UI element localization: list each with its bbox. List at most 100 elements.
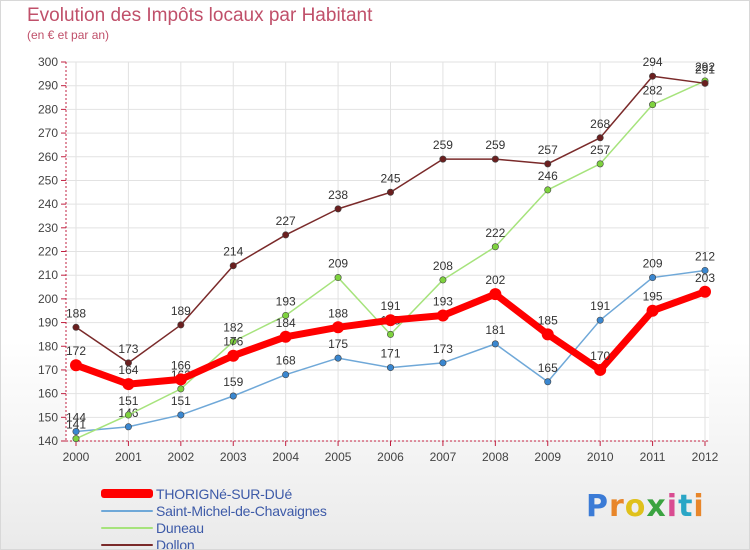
legend-item: Duneau (101, 519, 327, 536)
data-label: 188 (66, 306, 86, 320)
data-label: 165 (538, 361, 558, 375)
legend-swatch (101, 543, 153, 546)
data-label: 246 (538, 169, 558, 183)
y-tick-label: 190 (38, 316, 58, 330)
data-label: 282 (643, 84, 663, 98)
data-point (491, 340, 499, 348)
data-point (122, 378, 135, 391)
data-point (491, 243, 499, 251)
data-point (282, 231, 290, 239)
y-tick-label: 140 (38, 434, 58, 448)
y-tick-label: 240 (38, 197, 58, 211)
data-label: 227 (276, 214, 296, 228)
data-point (72, 435, 80, 443)
data-label: 182 (223, 321, 243, 335)
data-point (282, 371, 290, 379)
y-tick-label: 210 (38, 268, 58, 282)
data-label: 168 (276, 354, 296, 368)
data-point (282, 311, 290, 319)
data-point (124, 359, 132, 367)
data-label: 193 (276, 294, 296, 308)
data-point (541, 328, 554, 341)
data-point (596, 160, 604, 168)
data-label: 238 (328, 188, 348, 202)
data-point (229, 262, 237, 270)
data-point (649, 274, 657, 282)
legend-item: Saint-Michel-de-Chavaignes (101, 502, 327, 519)
data-label: 209 (328, 257, 348, 271)
data-label: 151 (171, 394, 191, 408)
data-label: 203 (695, 271, 715, 285)
data-point (649, 101, 657, 109)
data-label: 181 (485, 323, 505, 337)
y-tick-label: 230 (38, 221, 58, 235)
x-tick-label: 2000 (63, 450, 90, 464)
legend-label: Dollon (156, 536, 195, 550)
data-label: 209 (643, 257, 663, 271)
data-point (386, 330, 394, 338)
data-label: 170 (590, 349, 610, 363)
y-tick-label: 200 (38, 292, 58, 306)
y-tick-label: 300 (38, 55, 58, 69)
data-label: 268 (590, 117, 610, 131)
data-point (436, 309, 449, 322)
x-tick-label: 2008 (482, 450, 509, 464)
data-point (177, 411, 185, 419)
y-tick-label: 180 (38, 339, 58, 353)
x-tick-label: 2010 (587, 450, 614, 464)
data-label: 173 (433, 342, 453, 356)
data-label: 191 (590, 299, 610, 313)
data-point (174, 373, 187, 386)
legend-item: Dollon (101, 536, 327, 550)
x-tick-label: 2011 (640, 450, 666, 464)
data-point (439, 359, 447, 367)
data-label: 257 (538, 143, 558, 157)
data-label: 184 (276, 316, 296, 330)
x-tick-label: 2003 (220, 450, 247, 464)
data-point (544, 186, 552, 194)
data-point (701, 79, 709, 87)
x-tick-label: 2005 (325, 450, 352, 464)
y-tick-label: 270 (38, 126, 58, 140)
x-tick-label: 2004 (272, 450, 299, 464)
data-label: 259 (433, 138, 453, 152)
data-label: 222 (485, 226, 505, 240)
data-point (594, 363, 607, 376)
data-point (70, 359, 82, 372)
data-label: 185 (538, 313, 558, 327)
data-point (386, 364, 394, 372)
data-label: 151 (118, 394, 138, 408)
y-tick-label: 160 (38, 387, 58, 401)
data-point (229, 338, 237, 346)
data-label: 259 (485, 138, 505, 152)
data-label: 188 (328, 306, 348, 320)
data-point (491, 155, 499, 163)
data-point (227, 349, 240, 362)
data-point (649, 72, 657, 80)
data-point (386, 188, 394, 196)
data-point (334, 354, 342, 362)
data-point (334, 274, 342, 282)
x-tick-label: 2001 (115, 450, 142, 464)
legend-swatch (101, 509, 153, 512)
data-label: 176 (223, 335, 243, 349)
data-label: 257 (590, 143, 610, 157)
data-point (439, 155, 447, 163)
logo-letter: r (609, 489, 625, 524)
data-point (229, 392, 237, 400)
data-label: 193 (433, 294, 453, 308)
x-tick-label: 2006 (377, 450, 404, 464)
legend-label: Saint-Michel-de-Chavaignes (156, 502, 327, 519)
data-label: 172 (66, 344, 86, 358)
data-label: 141 (66, 418, 86, 432)
data-label: 292 (695, 60, 715, 74)
logo-letter: i (693, 489, 705, 524)
data-label: 166 (171, 358, 191, 372)
y-tick-label: 150 (38, 410, 58, 424)
data-label: 191 (380, 299, 400, 313)
data-point (279, 330, 292, 343)
data-point (699, 285, 711, 298)
x-tick-label: 2012 (692, 450, 719, 464)
data-label: 173 (118, 342, 138, 356)
